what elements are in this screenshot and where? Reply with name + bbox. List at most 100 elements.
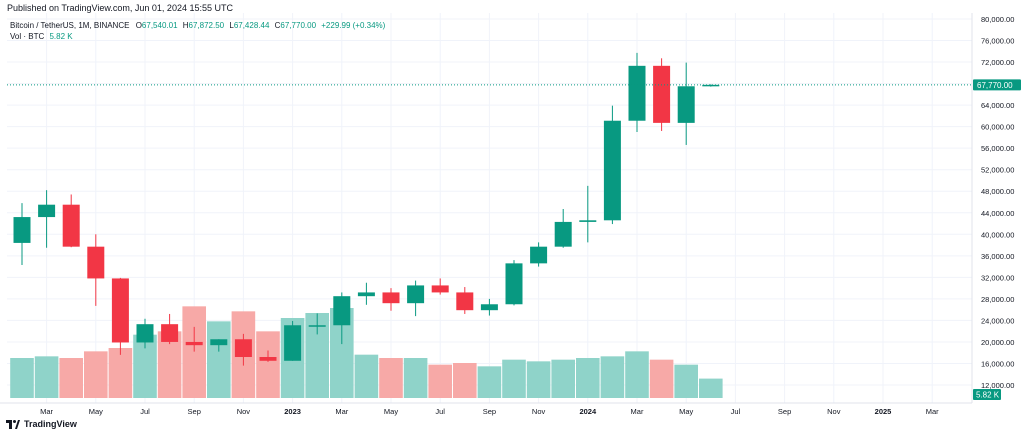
price-axis[interactable]: 12,000.00 16,000.00 20,000.00 24,000.00 28,0… <box>0 13 1014 404</box>
volume-bar <box>699 378 723 398</box>
candle-body <box>234 339 252 358</box>
volume-bar <box>354 354 379 398</box>
candle-body <box>308 325 326 327</box>
volume-bar <box>403 358 428 398</box>
legend-volume-value: 5.82 K <box>49 32 73 41</box>
candle-body <box>111 278 129 343</box>
volume-bars <box>10 306 723 398</box>
volume-bar <box>108 348 133 398</box>
volume-bar <box>84 351 108 398</box>
time-tick-label: May <box>679 407 693 416</box>
time-tick-label: Mar <box>631 407 644 416</box>
candle-body <box>431 285 449 293</box>
legend-high-label: H <box>182 21 189 30</box>
candle-body <box>407 285 425 304</box>
time-tick-label: Jul <box>731 407 741 416</box>
time-tick-label: Nov <box>237 407 251 416</box>
candle-body <box>505 263 523 305</box>
price-tick-label: 48,000.00 <box>981 187 1014 196</box>
candle-body <box>653 65 671 123</box>
legend-close-value: 67,770.00 <box>280 21 317 30</box>
price-tick-label: 60,000.00 <box>981 123 1014 132</box>
tradingview-logo-icon <box>6 419 20 429</box>
legend-low-label: L <box>229 21 234 30</box>
time-tick-label: May <box>89 407 103 416</box>
candle-body <box>136 324 154 343</box>
candles <box>13 52 720 366</box>
volume-bar <box>157 331 182 398</box>
legend-ohlc-row: Bitcoin / TetherUS, 1M, BINANCE O67,540.… <box>10 20 385 31</box>
time-tick-label: 2025 <box>875 407 892 416</box>
footer-brand-label: TradingView <box>24 419 77 429</box>
time-tick-label: Sep <box>188 407 201 416</box>
price-tick-label: 72,000.00 <box>981 58 1014 67</box>
candle-body <box>357 292 375 297</box>
candle-body <box>284 325 302 361</box>
published-caption: Published on TradingView.com, Jun 01, 20… <box>7 3 233 13</box>
legend: Bitcoin / TetherUS, 1M, BINANCE O67,540.… <box>10 20 385 42</box>
volume-bar <box>477 366 502 398</box>
candle-body <box>210 339 228 346</box>
time-tick-label: May <box>384 407 398 416</box>
price-tick-label: 20,000.00 <box>981 338 1014 347</box>
volume-bar <box>600 356 625 398</box>
candle-body <box>13 217 31 243</box>
volume-bar <box>182 306 206 398</box>
legend-low-value: 67,428.44 <box>233 21 270 30</box>
time-tick-label: Nov <box>532 407 546 416</box>
candle-body <box>259 357 277 361</box>
volume-bar <box>59 358 83 398</box>
volume-bar <box>453 363 477 398</box>
volume-bar <box>502 359 526 398</box>
candle-body <box>38 204 56 218</box>
candle-body <box>628 65 646 121</box>
candle-body <box>333 296 351 326</box>
time-tick-label: Mar <box>926 407 939 416</box>
price-tick-label: 16,000.00 <box>981 359 1014 368</box>
volume-bar <box>428 364 452 398</box>
volume-bar <box>207 321 231 398</box>
volume-bar <box>576 358 600 398</box>
time-tick-label: Jul <box>435 407 445 416</box>
candle-body <box>677 86 695 123</box>
price-tick-label: 12,000.00 <box>981 381 1014 390</box>
price-tick-label: 32,000.00 <box>981 273 1014 282</box>
candle-body <box>554 221 572 247</box>
price-tick-label: 64,000.00 <box>981 101 1014 110</box>
price-tick-label: 76,000.00 <box>981 37 1014 46</box>
legend-open-value: 67,540.01 <box>141 21 178 30</box>
time-tick-label: Sep <box>483 407 496 416</box>
last-price-label: 67,770.00 <box>977 81 1013 90</box>
time-axis[interactable]: Mar May Jul Sep Nov 2023 Mar May Jul Sep Nov 2024 Ma… <box>40 407 939 416</box>
volume-bar <box>34 356 59 398</box>
volume-bar <box>330 308 354 398</box>
candle-body <box>161 324 179 342</box>
footer-brand[interactable]: TradingView <box>6 419 77 429</box>
time-tick-label: Mar <box>335 407 348 416</box>
volume-bar <box>625 351 649 398</box>
volume-bar <box>133 334 157 398</box>
legend-change: +229.99 (+0.34%) <box>321 21 386 30</box>
volume-bar <box>256 331 280 398</box>
volume-bar <box>526 361 551 398</box>
candlestick-chart[interactable]: 12,000.00 16,000.00 20,000.00 24,000.00 28,0… <box>0 13 1024 417</box>
time-tick-label: Sep <box>778 407 791 416</box>
legend-open-label: O <box>135 21 142 30</box>
volume-bar <box>305 313 329 398</box>
candle-body <box>579 220 597 222</box>
legend-close-label: C <box>274 21 281 30</box>
volume-bar <box>10 358 34 398</box>
legend-volume-label: Vol · BTC <box>10 32 45 41</box>
volume-bar <box>379 358 403 398</box>
candle-body <box>185 341 203 346</box>
time-tick-label: 2024 <box>579 407 597 416</box>
last-price-tag: 67,770.00 <box>973 79 1021 91</box>
legend-symbol: Bitcoin / TetherUS, 1M, BINANCE <box>10 21 130 30</box>
candle-body <box>702 84 720 87</box>
price-tick-label: 28,000.00 <box>981 295 1014 304</box>
time-tick-label: Nov <box>827 407 841 416</box>
time-tick-label: Jul <box>140 407 150 416</box>
price-tick-label: 52,000.00 <box>981 166 1014 175</box>
candle-body <box>382 292 400 304</box>
price-tick-label: 24,000.00 <box>981 316 1014 325</box>
